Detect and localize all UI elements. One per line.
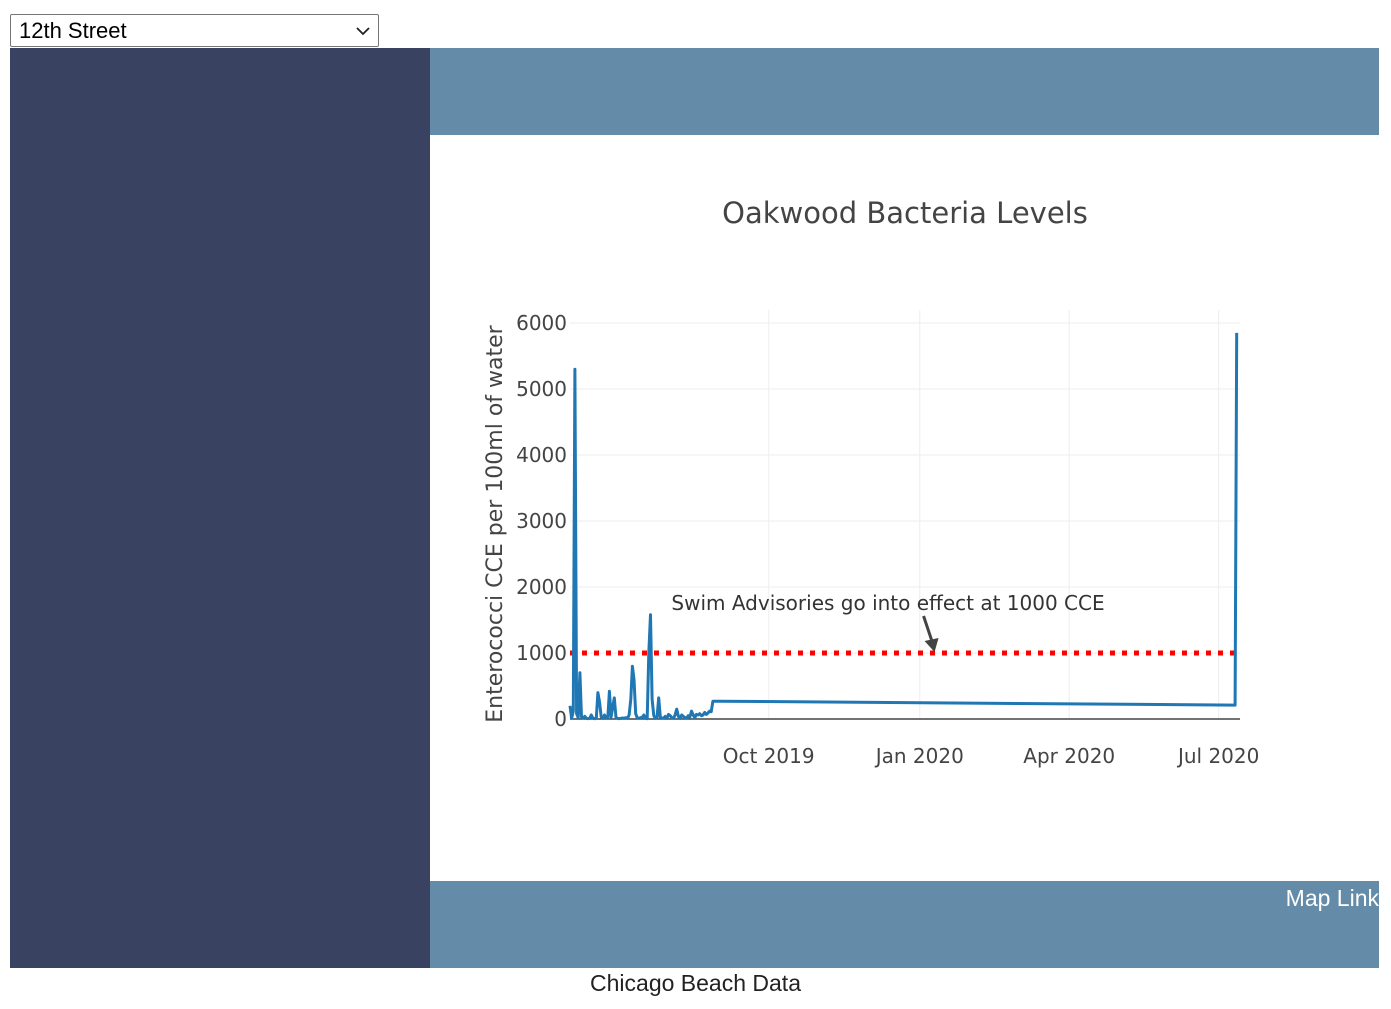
y-tick-label: 6000: [516, 311, 567, 335]
y-tick-label: 3000: [516, 509, 567, 533]
x-tick-label: Jan 2020: [874, 744, 964, 768]
y-tick-label: 5000: [516, 377, 567, 401]
site-footer: Chicago Beach Data: [590, 970, 801, 996]
y-tick-label: 0: [554, 707, 567, 731]
beach-selector-value: 12th Street: [19, 17, 127, 43]
bacteria-chart: Oakwood Bacteria Levels Enterococci CCE …: [483, 196, 1259, 768]
series-layer: [568, 332, 1239, 721]
series-line-enterococci: [568, 332, 1239, 721]
x-tick-label: Oct 2019: [723, 744, 815, 768]
chevron-down-icon: [356, 26, 370, 35]
y-axis-label: Enterococci CCE per 100ml of water: [483, 324, 508, 722]
tick-layer: 0 1000 2000 3000 4000 5000 6000 Oct 2019 Jan 202…: [516, 311, 1259, 768]
annotation-arrow-head: [924, 638, 939, 652]
y-tick-label: 2000: [516, 575, 567, 599]
footer-band: Map Link: [430, 881, 1379, 968]
beach-select-wrapper[interactable]: 12th Street: [10, 14, 379, 47]
y-tick-label: 4000: [516, 443, 567, 467]
sidebar-panel: [10, 48, 430, 968]
map-link[interactable]: Map Link: [1285, 885, 1379, 911]
header-band: [430, 48, 1379, 135]
y-tick-label: 1000: [516, 641, 567, 665]
chart-container: Oakwood Bacteria Levels Enterococci CCE …: [430, 135, 1379, 881]
chart-title: Oakwood Bacteria Levels: [722, 196, 1088, 230]
x-tick-label: Apr 2020: [1023, 744, 1115, 768]
threshold-annotation: Swim Advisories go into effect at 1000 C…: [671, 591, 1104, 615]
grid-layer: [570, 310, 1240, 720]
annotation-layer: Swim Advisories go into effect at 1000 C…: [671, 591, 1105, 652]
beach-selector-dropdown[interactable]: 12th Street: [10, 14, 379, 47]
x-tick-label: Jul 2020: [1176, 744, 1259, 768]
annotation-arrow-shaft: [922, 615, 934, 644]
